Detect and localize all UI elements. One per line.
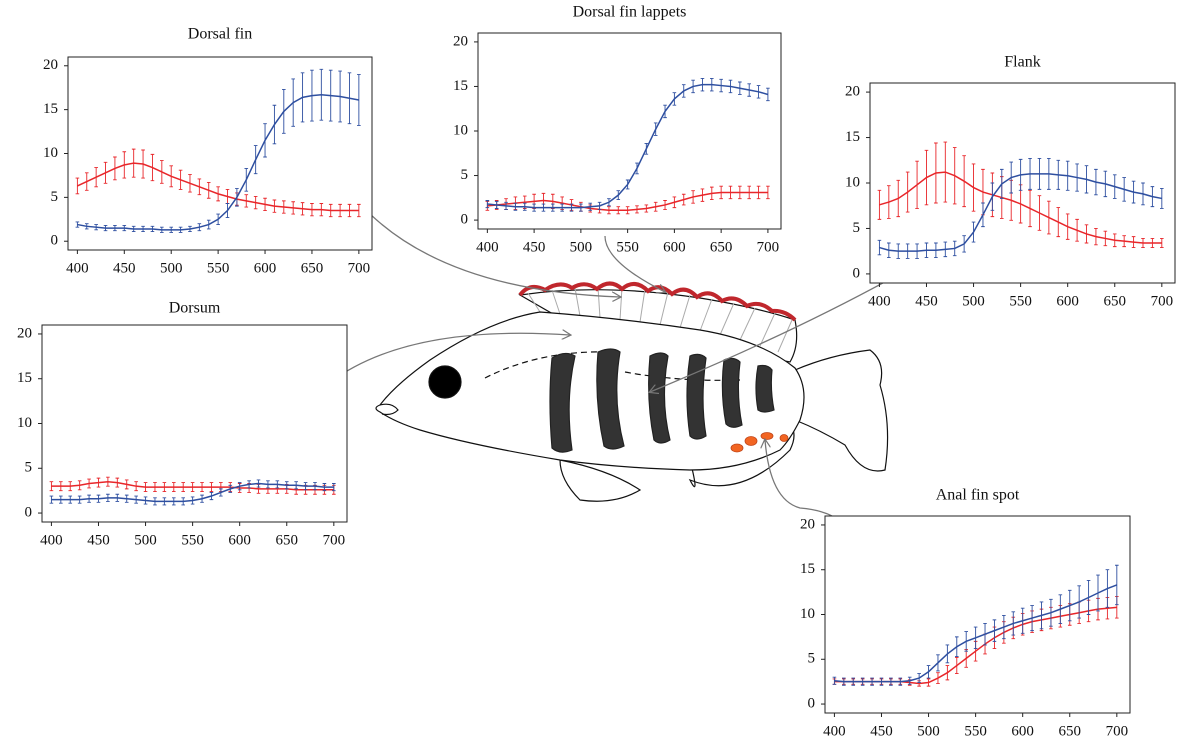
y-tick-label: 15	[453, 78, 468, 94]
x-tick-label: 550	[181, 532, 204, 548]
x-tick-label: 550	[1009, 293, 1032, 309]
y-tick-label: 0	[808, 695, 816, 711]
x-tick-label: 400	[40, 532, 63, 548]
eye	[428, 365, 462, 399]
y-tick-label: 5	[853, 220, 861, 236]
x-tick-label: 400	[66, 260, 89, 276]
x-tick-label: 450	[870, 723, 893, 739]
error-bar	[357, 74, 361, 126]
x-tick-label: 650	[710, 239, 733, 255]
x-tick-label: 500	[570, 239, 593, 255]
x-tick-label: 450	[523, 239, 546, 255]
chart: Flank 0 5 10 15 20 400 450 500 550 600 650 700	[845, 54, 1176, 309]
plot-frame	[41, 324, 348, 523]
x-tick-label: 700	[1106, 723, 1129, 739]
chart: Dorsum 0 5 10 15 20 400 450 500 550 600 650 700	[17, 300, 348, 548]
x-tick-label: 600	[1056, 293, 1079, 309]
chart: Dorsal fin lappets 0 5 10 15 20 400 450 500 550 60…	[453, 4, 782, 255]
x-tick-label: 600	[254, 260, 277, 276]
y-tick-label: 15	[800, 561, 815, 577]
series-line	[879, 173, 1162, 252]
y-tick-label: 10	[800, 606, 815, 622]
y-tick-label: 0	[51, 233, 59, 249]
x-tick-label: 550	[207, 260, 230, 276]
y-tick-label: 15	[17, 370, 32, 386]
chart-title: Dorsum	[169, 300, 221, 317]
x-tick-label: 650	[276, 532, 299, 548]
x-tick-label: 500	[134, 532, 157, 548]
x-tick-label: 700	[323, 532, 346, 548]
y-tick-label: 5	[808, 651, 816, 667]
y-tick-label: 15	[845, 129, 860, 145]
fish	[375, 281, 889, 502]
chart-title: Anal fin spot	[936, 487, 1020, 504]
chart-title: Flank	[1004, 54, 1040, 71]
x-tick-label: 500	[962, 293, 985, 309]
y-tick-label: 0	[853, 265, 861, 281]
series-line	[487, 191, 768, 212]
fin-rays	[527, 286, 793, 353]
x-tick-label: 450	[87, 532, 110, 548]
error-bar	[1160, 188, 1164, 209]
bars	[549, 348, 775, 453]
x-tick-label: 550	[616, 239, 639, 255]
y-tick-label: 5	[51, 189, 59, 205]
y-tick-label: 20	[43, 57, 58, 73]
x-tick-label: 500	[160, 260, 183, 276]
chart-title: Dorsal fin lappets	[573, 4, 687, 21]
series-line	[834, 584, 1118, 683]
y-tick-label: 10	[453, 122, 468, 138]
x-tick-label: 550	[964, 723, 987, 739]
x-tick-label: 600	[663, 239, 686, 255]
error-bar	[332, 483, 336, 492]
y-tick-label: 0	[461, 212, 469, 228]
anal-spots	[730, 432, 789, 453]
pelvic-fin	[559, 459, 642, 502]
x-tick-label: 400	[476, 239, 499, 255]
series-line	[879, 171, 1162, 244]
error-bar	[357, 203, 361, 218]
y-tick-label: 10	[845, 174, 860, 190]
x-tick-label: 700	[1151, 293, 1174, 309]
y-tick-label: 0	[25, 504, 33, 520]
x-tick-label: 600	[228, 532, 251, 548]
x-tick-label: 650	[301, 260, 324, 276]
y-tick-label: 5	[461, 167, 469, 183]
x-tick-label: 650	[1104, 293, 1127, 309]
x-tick-label: 450	[113, 260, 136, 276]
chart: Anal fin spot 0 5 10 15 20 400 450 500 550 600 650 7…	[800, 487, 1131, 739]
y-tick-label: 20	[453, 33, 468, 49]
plot-frame	[824, 515, 1131, 714]
y-tick-label: 5	[25, 460, 33, 476]
y-tick-label: 10	[43, 145, 58, 161]
y-tick-label: 20	[800, 516, 815, 532]
y-tick-label: 10	[17, 415, 32, 431]
series-line	[77, 93, 359, 231]
tail-fin	[794, 349, 889, 472]
series-line	[51, 482, 334, 503]
plot-frame	[869, 82, 1176, 284]
x-tick-label: 400	[868, 293, 891, 309]
mouth	[379, 403, 399, 416]
plot-frame	[477, 32, 782, 230]
x-tick-label: 450	[915, 293, 938, 309]
y-tick-label: 20	[17, 325, 32, 341]
plot-frame	[67, 56, 373, 251]
x-tick-label: 600	[1011, 723, 1034, 739]
y-tick-label: 15	[43, 101, 58, 117]
series-line	[487, 83, 769, 209]
y-tick-label: 20	[845, 84, 860, 100]
x-tick-label: 700	[757, 239, 780, 255]
x-tick-label: 700	[348, 260, 371, 276]
x-tick-label: 400	[823, 723, 846, 739]
x-tick-label: 650	[1059, 723, 1082, 739]
series-line	[77, 162, 359, 212]
chart-title: Dorsal fin	[188, 26, 252, 43]
x-tick-label: 500	[917, 723, 940, 739]
chart: Dorsal fin 0 5 10 15 20 400 450 500 550 600 650 700	[43, 26, 373, 276]
